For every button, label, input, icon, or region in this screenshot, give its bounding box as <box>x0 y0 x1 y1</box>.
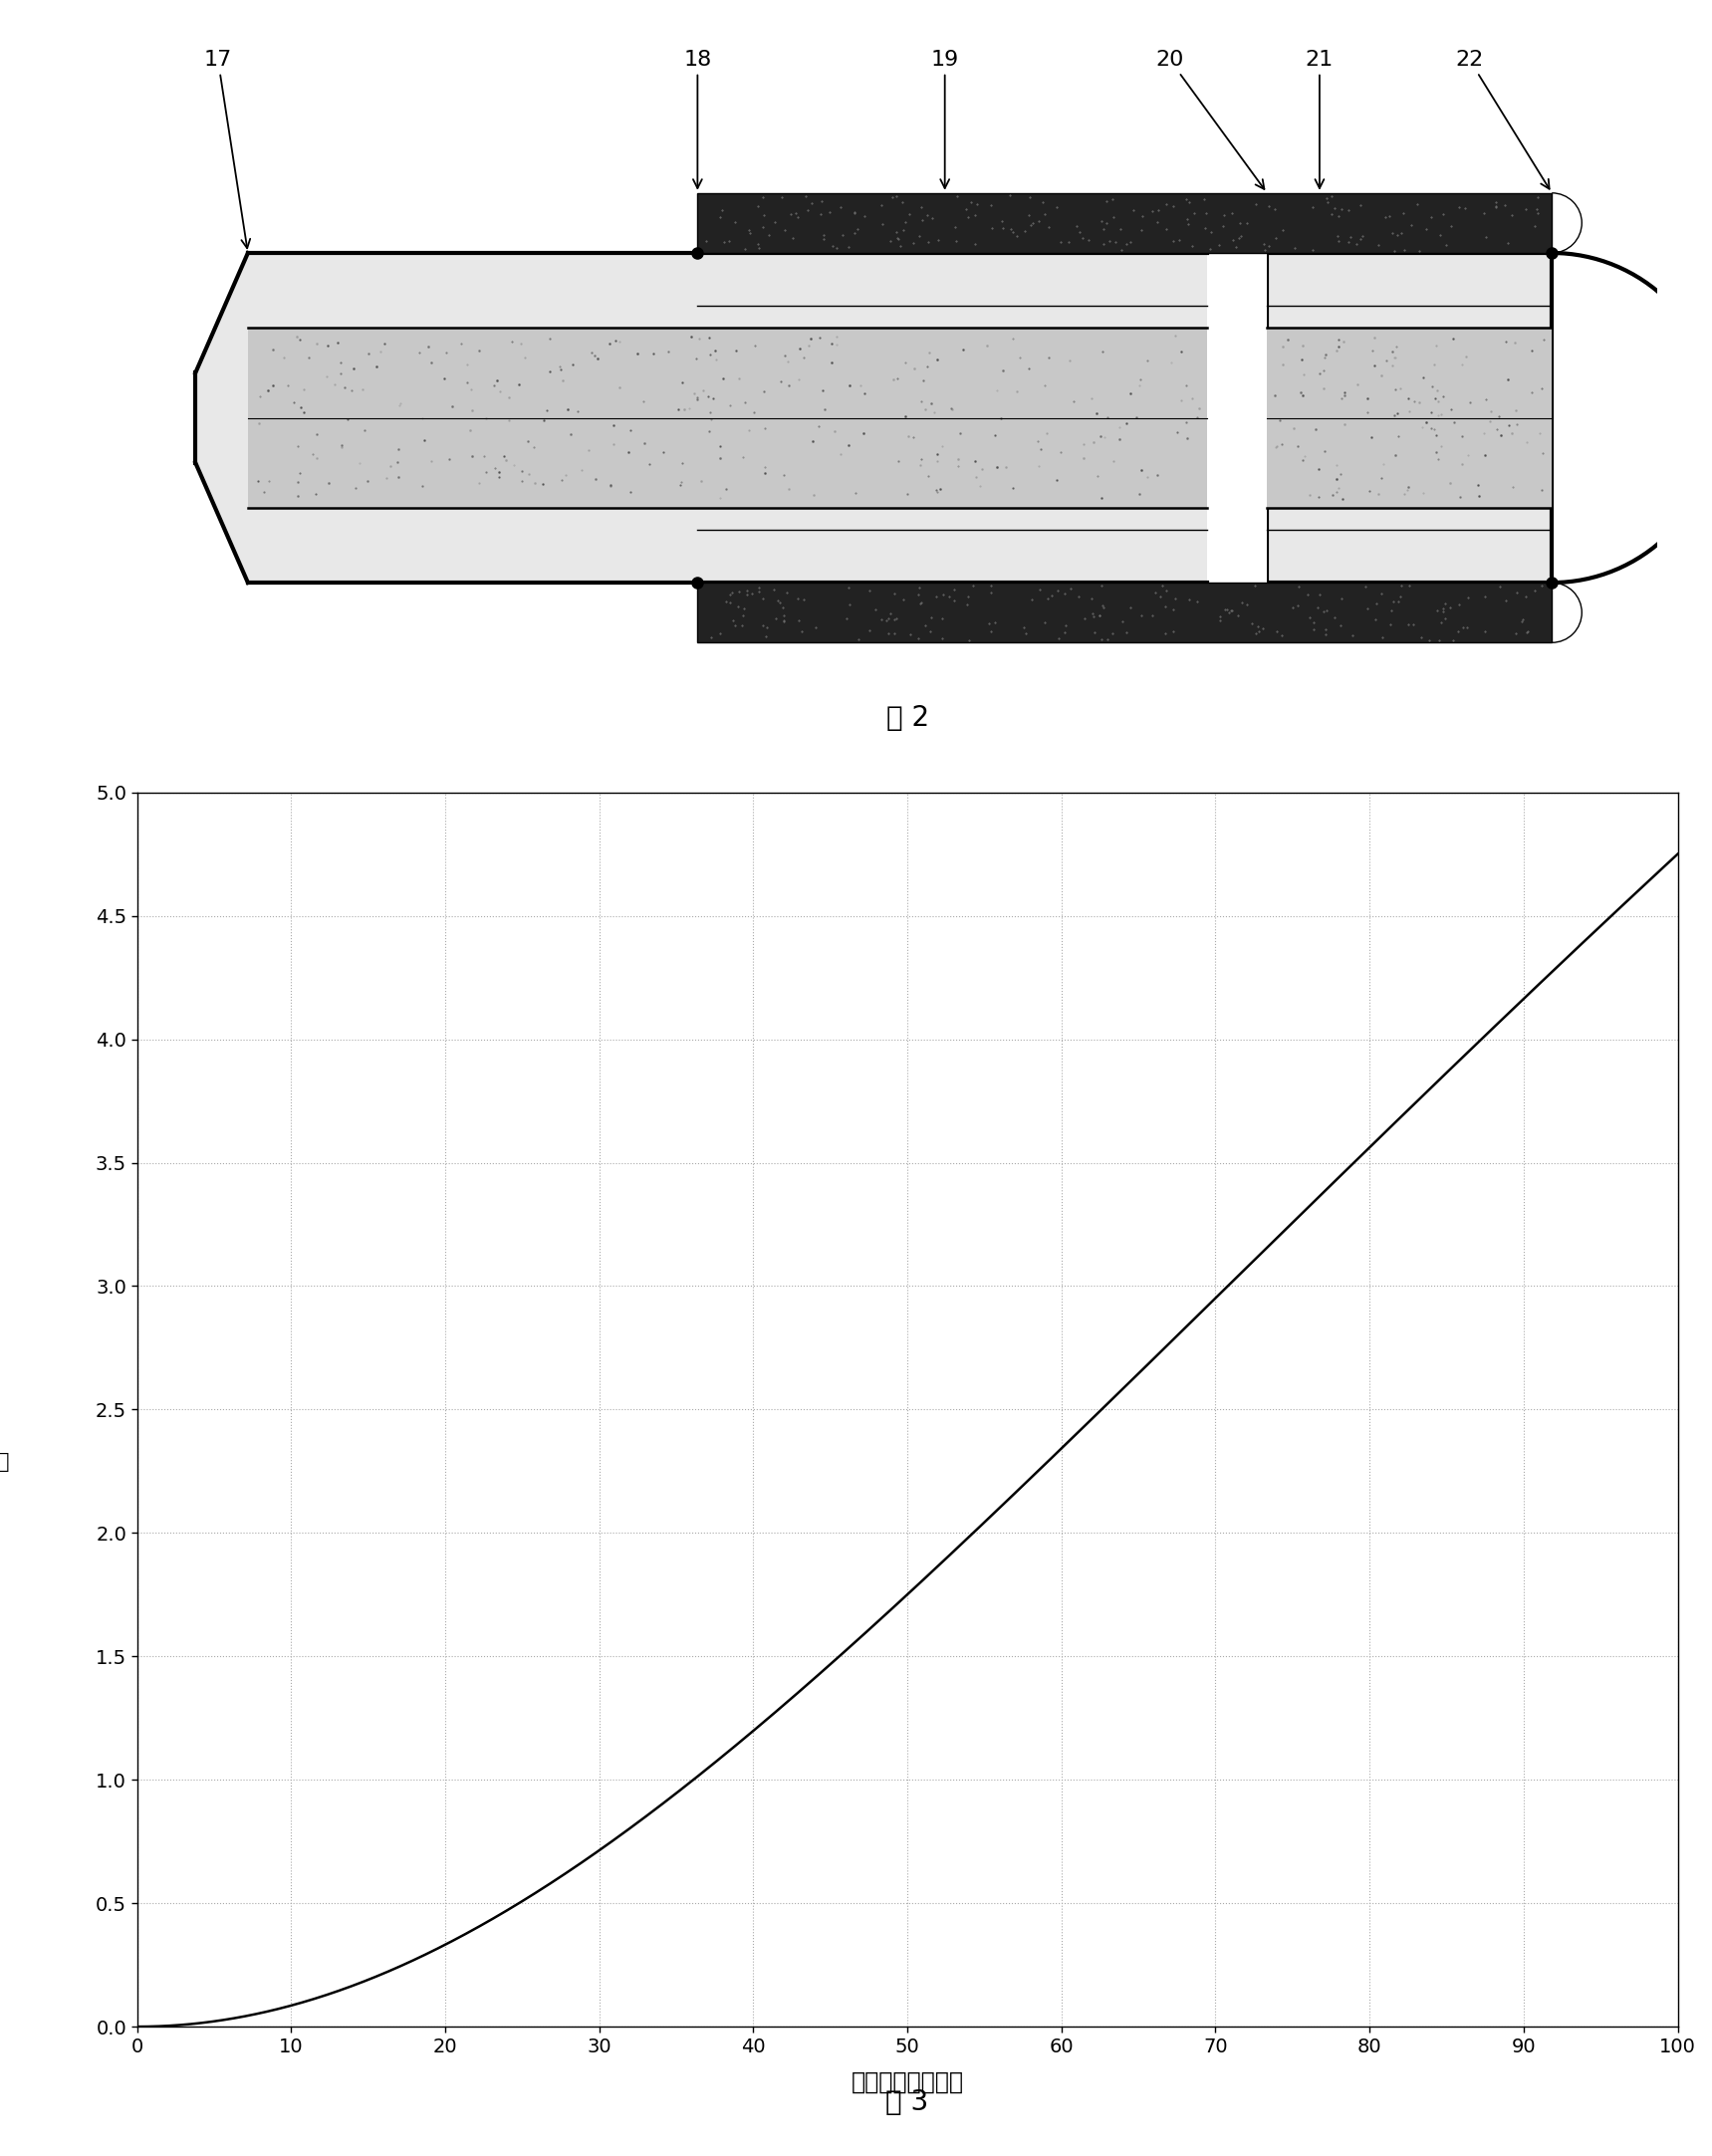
Bar <box>697 194 1551 252</box>
Bar <box>1267 252 1551 582</box>
Text: 20: 20 <box>1156 50 1263 190</box>
Text: 19: 19 <box>931 50 959 188</box>
X-axis label: 空腔腔长（微米）: 空腔腔长（微米） <box>851 2070 964 2093</box>
Bar <box>248 328 1207 507</box>
Text: 插
入
损
耗
（dB）: 插 入 损 耗 （dB） <box>0 1348 9 1473</box>
Text: 图 3: 图 3 <box>885 2089 930 2115</box>
Bar <box>697 582 1551 642</box>
Polygon shape <box>195 252 1207 582</box>
Text: 18: 18 <box>683 50 712 188</box>
Text: 17: 17 <box>204 50 250 248</box>
Text: 图 2: 图 2 <box>885 703 930 731</box>
Bar <box>1267 328 1551 507</box>
Bar <box>1207 252 1267 582</box>
Text: 21: 21 <box>1306 50 1334 188</box>
Text: 22: 22 <box>1455 50 1549 190</box>
